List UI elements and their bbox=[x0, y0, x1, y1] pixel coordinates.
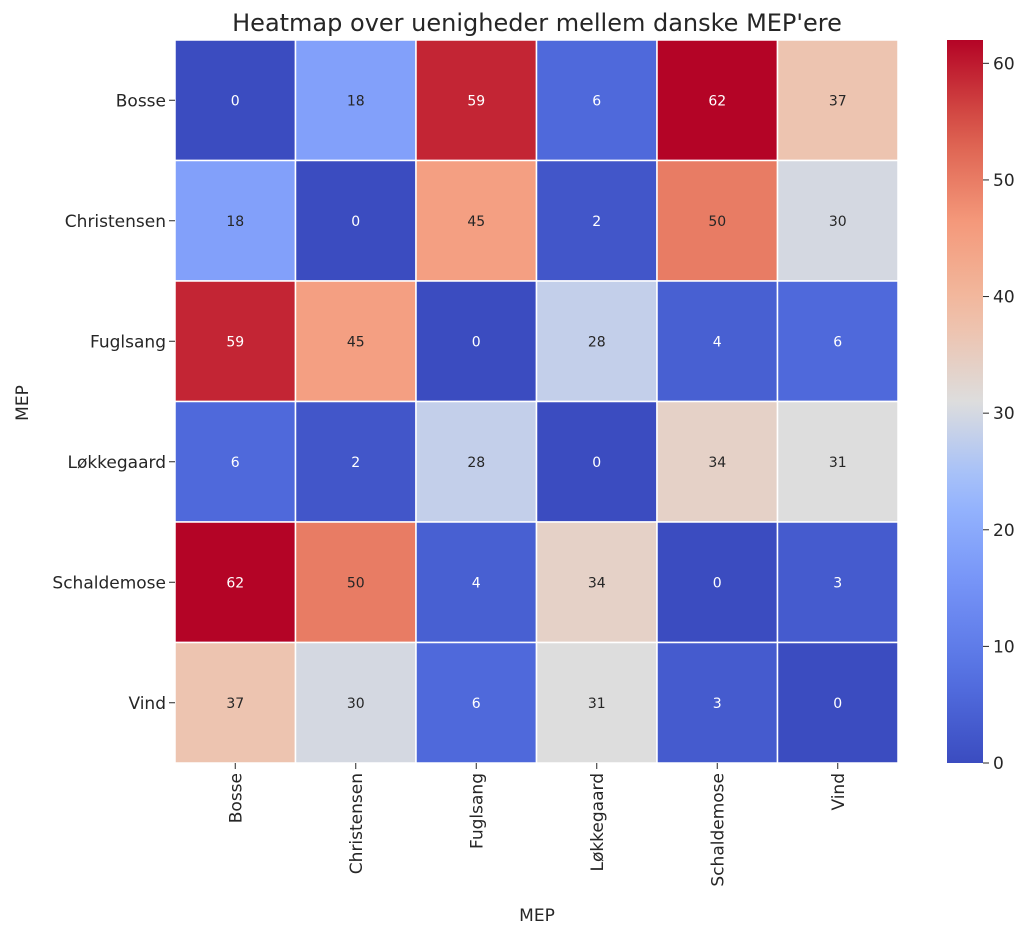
x-axis-label: MEP bbox=[519, 906, 555, 926]
heatmap-cell bbox=[294, 159, 417, 282]
y-axis: Bosse Christensen Fuglsang Løkkegaard Schald… bbox=[52, 91, 175, 714]
cell-value-label: 6 bbox=[592, 93, 601, 109]
y-tick-label: Løkkegaard bbox=[67, 453, 166, 473]
cell-value-label: 4 bbox=[472, 575, 481, 591]
colorbar-tick-label: 50 bbox=[993, 171, 1015, 191]
heatmap-cell bbox=[656, 280, 779, 403]
heatmap-cell bbox=[415, 39, 538, 162]
heatmap-cell bbox=[776, 521, 899, 644]
colorbar-tick-label: 0 bbox=[993, 754, 1004, 774]
heatmap-cell bbox=[535, 521, 658, 644]
heatmap-cell bbox=[776, 39, 899, 162]
cell-value-label: 45 bbox=[467, 214, 485, 230]
y-tick-label: Bosse bbox=[116, 91, 166, 111]
cell-value-label: 0 bbox=[833, 696, 842, 712]
cell-value-label: 62 bbox=[708, 93, 726, 109]
cell-value-label: 50 bbox=[708, 214, 726, 230]
x-axis: Bosse Christensen Fuglsang Løkkegaard Schald… bbox=[226, 763, 849, 887]
colorbar-tick-label: 20 bbox=[993, 521, 1015, 541]
cell-value-label: 59 bbox=[467, 93, 485, 109]
heatmap-cell bbox=[415, 400, 538, 523]
cell-value-label: 59 bbox=[226, 334, 244, 350]
cell-value-label: 6 bbox=[231, 455, 240, 471]
cell-value-label: 0 bbox=[713, 575, 722, 591]
x-tick-label: Løkkegaard bbox=[588, 773, 608, 872]
colorbar-tick-label: 40 bbox=[993, 288, 1015, 308]
cell-value-label: 0 bbox=[231, 93, 240, 109]
heatmap-cell bbox=[535, 400, 658, 523]
heatmap-cell bbox=[174, 280, 297, 403]
chart-title: Heatmap over uenigheder mellem danske ME… bbox=[232, 9, 842, 37]
heatmap-cell bbox=[174, 641, 297, 764]
heatmap-cell bbox=[656, 521, 779, 644]
cell-value-label: 34 bbox=[588, 575, 606, 591]
cell-value-label: 4 bbox=[713, 334, 722, 350]
heatmap-cell bbox=[174, 39, 297, 162]
heatmap-cell bbox=[776, 641, 899, 764]
heatmap-cell bbox=[415, 521, 538, 644]
cell-value-label: 31 bbox=[829, 455, 847, 471]
x-tick-label: Schaldemose bbox=[708, 773, 728, 887]
y-axis-label: MEP bbox=[13, 385, 33, 421]
cell-value-label: 6 bbox=[472, 696, 481, 712]
colorbar: 0 10 20 30 40 50 60 bbox=[947, 40, 1015, 774]
heatmap-cell bbox=[535, 39, 658, 162]
cell-value-label: 0 bbox=[472, 334, 481, 350]
x-tick-label: Fuglsang bbox=[467, 773, 487, 849]
cell-value-label: 62 bbox=[226, 575, 244, 591]
cell-value-label: 31 bbox=[588, 696, 606, 712]
y-tick-label: Schaldemose bbox=[52, 573, 166, 593]
colorbar-tick-label: 30 bbox=[993, 404, 1015, 424]
cell-value-label: 50 bbox=[347, 575, 365, 591]
heatmap-cell bbox=[656, 641, 779, 764]
cell-value-label: 2 bbox=[351, 455, 360, 471]
x-tick-label: Vind bbox=[829, 773, 849, 811]
heatmap-cell bbox=[776, 280, 899, 403]
cell-value-label: 37 bbox=[226, 696, 244, 712]
heatmap-cell bbox=[535, 159, 658, 282]
y-tick-label: Christensen bbox=[65, 212, 166, 232]
cell-value-label: 45 bbox=[347, 334, 365, 350]
cell-value-label: 18 bbox=[226, 214, 244, 230]
cell-value-label: 28 bbox=[467, 455, 485, 471]
heatmap-cell bbox=[776, 400, 899, 523]
cell-value-label: 18 bbox=[347, 93, 365, 109]
y-tick-label: Fuglsang bbox=[90, 332, 166, 352]
colorbar-tick-label: 10 bbox=[993, 637, 1015, 657]
cell-value-label: 0 bbox=[351, 214, 360, 230]
y-tick-label: Vind bbox=[128, 694, 166, 714]
cell-value-label: 34 bbox=[708, 455, 726, 471]
heatmap-cell bbox=[294, 280, 417, 403]
cell-value-label: 28 bbox=[588, 334, 606, 350]
heatmap-cell bbox=[174, 400, 297, 523]
cell-value-label: 30 bbox=[829, 214, 847, 230]
cell-value-label: 30 bbox=[347, 696, 365, 712]
heatmap-cell bbox=[776, 159, 899, 282]
heatmap-cell bbox=[294, 400, 417, 523]
cell-value-label: 37 bbox=[829, 93, 847, 109]
heatmap-cell bbox=[294, 39, 417, 162]
colorbar-gradient bbox=[947, 40, 983, 763]
cell-value-label: 0 bbox=[592, 455, 601, 471]
heatmap-cell bbox=[174, 521, 297, 644]
heatmap-cell bbox=[656, 39, 779, 162]
cell-value-label: 3 bbox=[833, 575, 842, 591]
x-tick-label: Christensen bbox=[347, 773, 367, 874]
heatmap-cell bbox=[535, 280, 658, 403]
cell-value-label: 3 bbox=[713, 696, 722, 712]
cell-value-label: 2 bbox=[592, 214, 601, 230]
heatmap-cell bbox=[656, 400, 779, 523]
x-tick-label: Bosse bbox=[226, 773, 246, 823]
colorbar-tick-label: 60 bbox=[993, 54, 1015, 74]
cell-value-label: 6 bbox=[833, 334, 842, 350]
